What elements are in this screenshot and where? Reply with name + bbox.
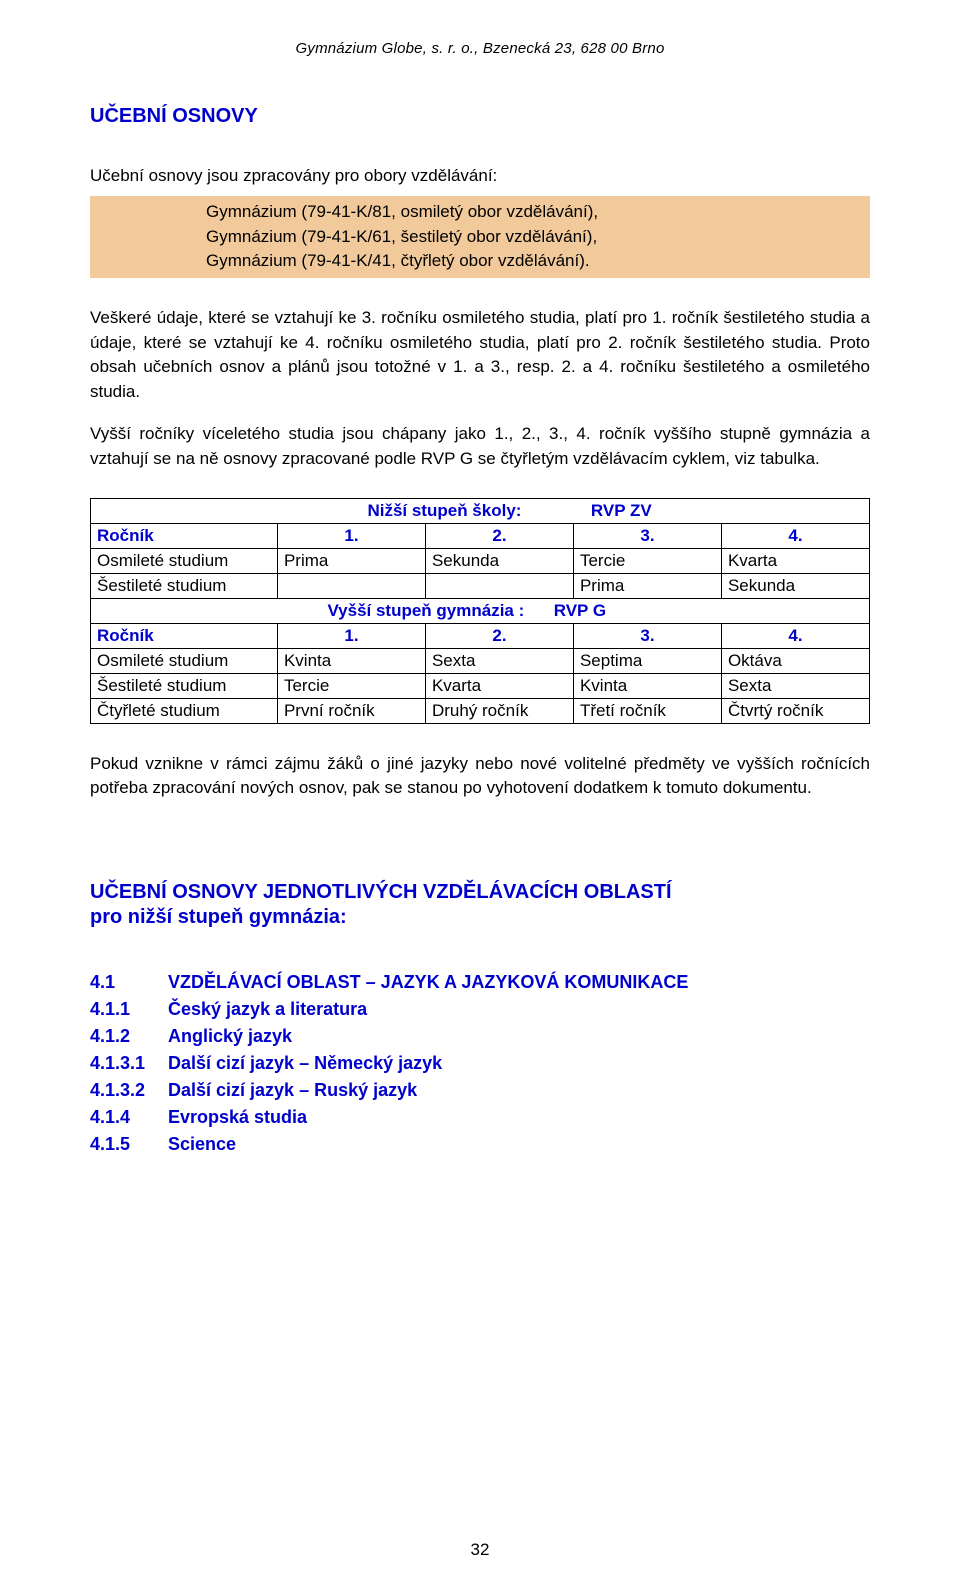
table-cell: Prima xyxy=(277,548,425,573)
programs-block: Gymnázium (79-41-K/81, osmiletý obor vzd… xyxy=(90,196,870,278)
syllabus-item: 4.1.5Science xyxy=(90,1131,870,1158)
table-title-1b: RVP ZV xyxy=(591,501,652,520)
table-cell xyxy=(277,573,425,598)
col-num: 2. xyxy=(425,523,573,548)
table-title-2a: Vyšší stupeň gymnázia : xyxy=(327,601,524,620)
syllabus-item: 4.1VZDĚLÁVACÍ OBLAST – JAZYK A JAZYKOVÁ … xyxy=(90,969,870,996)
table-title-2b: RVP G xyxy=(554,601,606,620)
table-cell: Třetí ročník xyxy=(573,698,721,723)
col-num: 4. xyxy=(721,523,869,548)
syllabus-item: 4.1.4Evropská studia xyxy=(90,1104,870,1131)
table-cell: Čtvrtý ročník xyxy=(721,698,869,723)
table-cell: Kvarta xyxy=(425,673,573,698)
table-cell: Sexta xyxy=(425,648,573,673)
row-label-rocnik: Ročník xyxy=(91,523,278,548)
table-cell: První ročník xyxy=(277,698,425,723)
col-num: 2. xyxy=(425,623,573,648)
table-cell: Sekunda xyxy=(721,573,869,598)
paragraph-2: Vyšší ročníky víceletého studia jsou chá… xyxy=(90,422,870,471)
col-num: 4. xyxy=(721,623,869,648)
table-cell: Druhý ročník xyxy=(425,698,573,723)
table-cell: Sexta xyxy=(721,673,869,698)
section-heading: UČEBNÍ OSNOVY JEDNOTLIVÝCH VZDĚLÁVACÍCH … xyxy=(90,879,870,906)
col-num: 1. xyxy=(277,623,425,648)
program-line: Gymnázium (79-41-K/41, čtyřletý obor vzd… xyxy=(206,249,864,274)
table-cell: Kvinta xyxy=(277,648,425,673)
table-cell: Oktáva xyxy=(721,648,869,673)
syllabus-item: 4.1.3.1Další cizí jazyk – Německý jazyk xyxy=(90,1050,870,1077)
table-cell: Tercie xyxy=(277,673,425,698)
program-line: Gymnázium (79-41-K/81, osmiletý obor vzd… xyxy=(206,200,864,225)
col-num: 1. xyxy=(277,523,425,548)
intro-line: Učební osnovy jsou zpracovány pro obory … xyxy=(90,166,870,186)
paragraph-3: Pokud vznikne v rámci zájmu žáků o jiné … xyxy=(90,752,870,801)
syllabus-item: 4.1.3.2Další cizí jazyk – Ruský jazyk xyxy=(90,1077,870,1104)
table-cell: Kvinta xyxy=(573,673,721,698)
table-title-1a: Nižší stupeň školy: xyxy=(367,501,521,520)
row-label: Šestileté studium xyxy=(91,673,278,698)
row-label: Osmileté studium xyxy=(91,648,278,673)
syllabus-list: 4.1VZDĚLÁVACÍ OBLAST – JAZYK A JAZYKOVÁ … xyxy=(90,969,870,1158)
section-subheading: pro nižší stupeň gymnázia: xyxy=(90,906,870,929)
col-num: 3. xyxy=(573,523,721,548)
page-title: UČEBNÍ OSNOVY xyxy=(90,105,870,128)
syllabus-item: 4.1.1Český jazyk a literatura xyxy=(90,996,870,1023)
page-header: Gymnázium Globe, s. r. o., Bzenecká 23, … xyxy=(90,40,870,57)
table-cell: Septima xyxy=(573,648,721,673)
table-cell: Prima xyxy=(573,573,721,598)
table-cell: Kvarta xyxy=(721,548,869,573)
page-number: 32 xyxy=(0,1540,960,1560)
row-label: Čtyřleté studium xyxy=(91,698,278,723)
table-cell: Sekunda xyxy=(425,548,573,573)
row-label: Osmileté studium xyxy=(91,548,278,573)
table-cell: Tercie xyxy=(573,548,721,573)
program-line: Gymnázium (79-41-K/61, šestiletý obor vz… xyxy=(206,225,864,250)
col-num: 3. xyxy=(573,623,721,648)
row-label: Šestileté studium xyxy=(91,573,278,598)
table-cell xyxy=(425,573,573,598)
grade-table: Nižší stupeň školy: RVP ZV Ročník 1. 2. … xyxy=(90,498,870,724)
paragraph-1: Veškeré údaje, které se vztahují ke 3. r… xyxy=(90,306,870,405)
syllabus-item: 4.1.2Anglický jazyk xyxy=(90,1023,870,1050)
row-label-rocnik: Ročník xyxy=(91,623,278,648)
